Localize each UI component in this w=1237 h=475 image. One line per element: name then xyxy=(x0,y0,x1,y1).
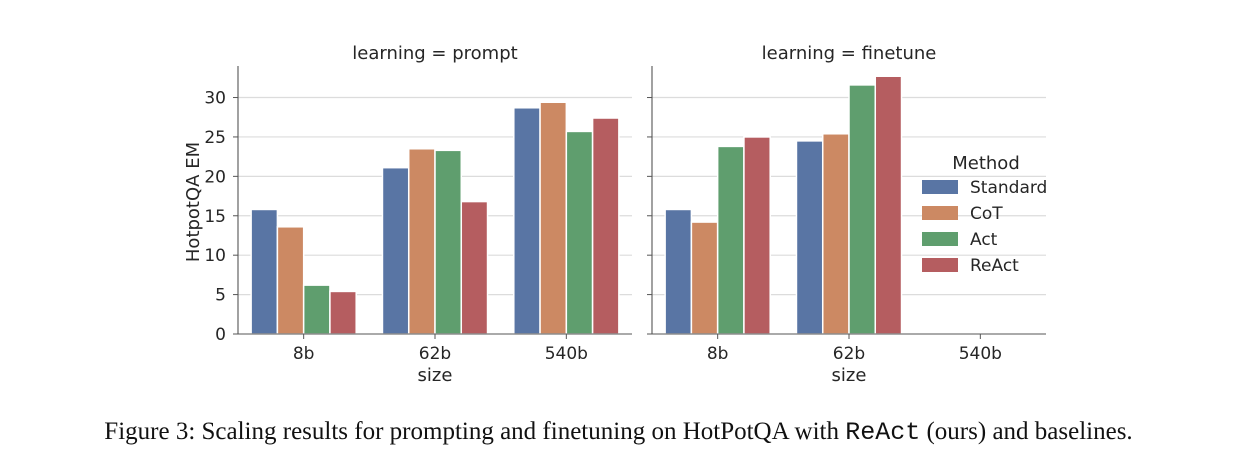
legend-title: Method xyxy=(952,153,1020,174)
bar-react-540b xyxy=(591,117,620,335)
y-axis-label: HotpotQA EM xyxy=(183,142,204,262)
bar-react-8b xyxy=(329,290,357,335)
bar-act-8b xyxy=(716,145,745,335)
bar-react-8b xyxy=(743,136,771,335)
caption-prefix: Figure 3: Scaling results for prompting … xyxy=(104,418,846,445)
x-tick-label: 8b xyxy=(293,344,315,364)
bar-cot-8b xyxy=(276,226,305,335)
y-tick-label: 25 xyxy=(204,128,226,148)
y-tick-label: 15 xyxy=(204,207,226,227)
bar-standard-62b xyxy=(381,166,410,335)
bar-act-62b xyxy=(848,84,877,335)
legend-swatch-act xyxy=(922,232,958,246)
caption-code: ReAct xyxy=(845,418,921,447)
bar-react-62b xyxy=(460,200,489,335)
figure-caption: Figure 3: Scaling results for prompting … xyxy=(0,418,1237,447)
legend-swatch-cot xyxy=(922,206,958,220)
y-tick-label: 0 xyxy=(215,325,226,345)
bar-act-8b xyxy=(302,284,331,335)
x-tick-label: 62b xyxy=(833,344,865,364)
bar-act-62b xyxy=(434,149,463,335)
bar-act-540b xyxy=(565,130,594,335)
y-tick-label: 10 xyxy=(204,246,226,266)
panel-title: learning = prompt xyxy=(352,43,517,64)
legend-label-standard: Standard xyxy=(970,178,1047,198)
bar-cot-540b xyxy=(539,101,568,335)
x-tick-label: 62b xyxy=(419,344,451,364)
bar-cot-62b xyxy=(407,148,436,335)
x-tick-label: 8b xyxy=(707,344,729,364)
bar-cot-62b xyxy=(821,133,850,335)
bar-standard-8b xyxy=(664,208,693,335)
x-tick-label: 540b xyxy=(545,344,588,364)
x-tick-label: 540b xyxy=(959,344,1002,364)
legend-label-react: ReAct xyxy=(970,256,1019,276)
bar-standard-540b xyxy=(513,107,541,335)
panel-title: learning = finetune xyxy=(762,43,937,64)
x-axis-label: size xyxy=(418,365,453,386)
x-axis-label: size xyxy=(832,365,867,386)
legend-label-cot: CoT xyxy=(970,204,1003,224)
bar-cot-8b xyxy=(690,221,719,335)
legend-label-act: Act xyxy=(970,230,998,250)
bar-react-62b xyxy=(874,75,903,335)
chart: 8b 62b 540b size learning = prompt 8b 62b 540b s… xyxy=(183,43,1047,386)
bar-standard-62b xyxy=(795,140,824,335)
y-tick-label: 5 xyxy=(215,286,226,306)
y-tick-label: 30 xyxy=(204,89,226,109)
legend-swatch-standard xyxy=(922,180,958,194)
y-tick-label: 20 xyxy=(204,167,226,187)
legend-swatch-react xyxy=(922,258,958,272)
bar-standard-8b xyxy=(250,208,279,335)
caption-suffix: (ours) and baselines. xyxy=(920,418,1133,445)
